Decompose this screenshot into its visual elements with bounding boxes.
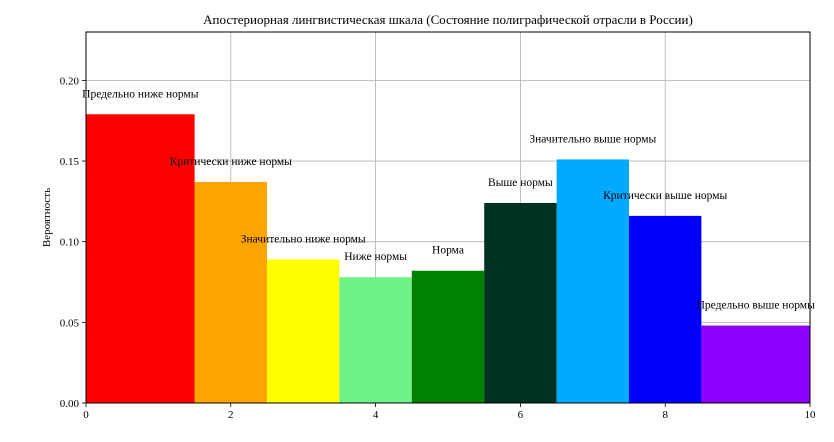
- y-tick-label: 0.20: [60, 75, 80, 87]
- bar-label: Значительно выше нормы: [529, 133, 656, 145]
- bar: [556, 159, 629, 403]
- y-tick-label: 0.00: [60, 398, 80, 410]
- y-tick-label: 0.05: [60, 317, 80, 329]
- axis-ticks: 0 2 4 6 8 10 0.00 0.05 0.10 0.15 0.20: [60, 75, 816, 421]
- bar-label: Норма: [432, 245, 464, 257]
- bar-label: Ниже нормы: [344, 251, 407, 263]
- plot-frame: [85, 31, 811, 404]
- y-axis-label: Вероятность: [41, 188, 53, 247]
- bar-label: Предельно выше нормы: [697, 300, 815, 312]
- chart-title: Апостериорная лингвистическая шкала (Сос…: [203, 12, 693, 27]
- x-tick-label: 2: [228, 409, 234, 421]
- bar: [267, 259, 340, 403]
- bar: [411, 270, 485, 403]
- y-tick-label: 0.15: [60, 156, 80, 168]
- bar: [194, 182, 267, 403]
- bar: [86, 114, 195, 403]
- bar-label: Значительно ниже нормы: [241, 233, 366, 245]
- bar-label: Предельно ниже нормы: [82, 88, 199, 100]
- x-tick-label: 0: [83, 409, 89, 421]
- y-tick-label: 0.10: [60, 237, 80, 249]
- bars: [86, 114, 810, 403]
- bar-labels: Предельно ниже нормы Критически ниже норм…: [82, 88, 815, 311]
- x-tick-label: 6: [518, 409, 524, 421]
- x-tick-label: 4: [373, 409, 379, 421]
- x-tick-label: 10: [805, 409, 817, 421]
- bar: [701, 325, 810, 403]
- bar: [629, 215, 702, 403]
- bar-label: Критически выше нормы: [603, 190, 727, 202]
- bar: [484, 202, 557, 403]
- x-tick-label: 8: [662, 409, 668, 421]
- bar-label: Критически ниже нормы: [170, 156, 292, 168]
- bar-label: Выше нормы: [488, 177, 553, 189]
- bar: [339, 277, 412, 403]
